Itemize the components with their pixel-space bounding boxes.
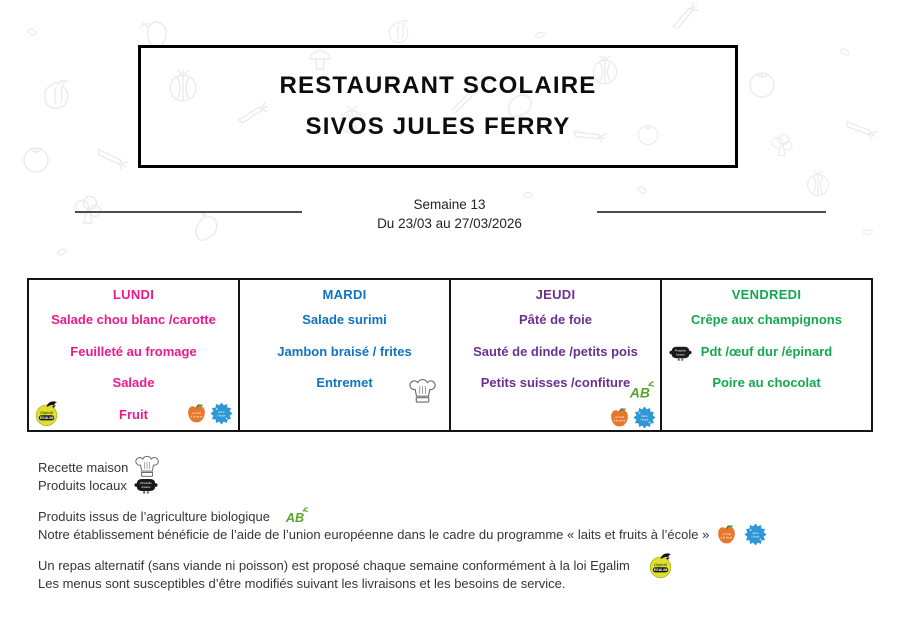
day-header-jeudi: JEUDI [535, 287, 576, 302]
organic-ab-icon [284, 506, 308, 526]
fruit-program-icon [610, 407, 629, 427]
title-box: RESTAURANT SCOLAIRE SIVOS JULES FERRY [138, 45, 738, 168]
menu-item: Salade surimi [302, 312, 387, 328]
menu-table: LUNDI Salade chou blanc /carotte Feuille… [27, 278, 873, 432]
legend-text: Produits issus de l’agriculture biologiq… [38, 508, 270, 524]
fruit-program-icon [717, 524, 736, 544]
legend-text: Produits locaux [38, 477, 127, 493]
organic-ab-icon [628, 381, 655, 402]
week-block: Semaine 13 Du 23/03 au 27/03/2026 [0, 195, 899, 233]
local-products-icon [133, 478, 158, 494]
menu-item: Feuilleté au fromage [70, 343, 197, 359]
menu-item: Pâté de foie [519, 312, 592, 328]
legend-modifications: Les menus sont susceptibles d’être modif… [38, 574, 767, 592]
menu-item: Pdt /œuf dur /épinard [700, 343, 833, 359]
school-title: SIVOS JULES FERRY [305, 113, 571, 140]
menu-item: Salade chou blanc /carotte [51, 312, 216, 328]
eu-program-icons [186, 402, 233, 425]
divider-left [75, 211, 302, 213]
restaurant-title: RESTAURANT SCOLAIRE [279, 72, 597, 99]
milk-program-icon [210, 402, 233, 425]
legend-eu-program: Notre établissement bénéficie de l’aide … [38, 522, 767, 546]
day-header-vendredi: VENDREDI [731, 287, 802, 302]
fruit-program-icon [187, 403, 206, 423]
chef-hat-icon [409, 378, 436, 405]
menu-item: Entremet [316, 375, 373, 391]
day-column-lundi: LUNDI Salade chou blanc /carotte Feuille… [27, 278, 240, 432]
menu-item: Petits suisses /confiture [480, 375, 631, 391]
milk-program-icon [744, 522, 767, 546]
day-column-jeudi: JEUDI Pâté de foie Sauté de dinde /petit… [449, 278, 662, 432]
menu-item: Poire au chocolat [712, 375, 821, 391]
day-header-mardi: MARDI [322, 287, 367, 302]
legend-egalim: Un repas alternatif (sans viande ni pois… [38, 552, 767, 578]
legend-text: Notre établissement bénéficie de l’aide … [38, 526, 710, 542]
legend-text: Recette maison [38, 459, 129, 475]
menu-item-empty [662, 399, 871, 431]
eu-program-icons [609, 406, 656, 429]
egalim-icon [649, 552, 672, 578]
menu-item: Salade [112, 375, 155, 391]
week-number: Semaine 13 [413, 197, 486, 212]
legend: Recette maison Produits locaux Produits … [38, 455, 767, 592]
egalim-icon [33, 400, 60, 427]
milk-program-icon [633, 406, 656, 429]
menu-item: Sauté de dinde /petits pois [473, 343, 638, 359]
legend-bio: Produits issus de l’agriculture biologiq… [38, 506, 767, 526]
day-column-mardi: MARDI Salade surimi Jambon braisé / frit… [238, 278, 451, 432]
divider-right [597, 211, 826, 213]
legend-recette-maison: Recette maison [38, 455, 767, 477]
day-header-lundi: LUNDI [112, 287, 155, 302]
menu-item: Fruit [119, 406, 148, 422]
legend-text: Les menus sont susceptibles d’être modif… [38, 575, 566, 591]
menu-item: Crêpe aux champignons [691, 312, 842, 328]
local-products-icon [669, 344, 692, 362]
week-dates: Du 23/03 au 27/03/2026 [377, 216, 522, 231]
menu-item: Jambon braisé / frites [277, 343, 412, 359]
day-column-vendredi: VENDREDI Crêpe aux champignons Pdt /œuf … [660, 278, 873, 432]
legend-produits-locaux: Produits locaux [38, 476, 767, 494]
legend-text: Un repas alternatif (sans viande ni pois… [38, 557, 630, 573]
